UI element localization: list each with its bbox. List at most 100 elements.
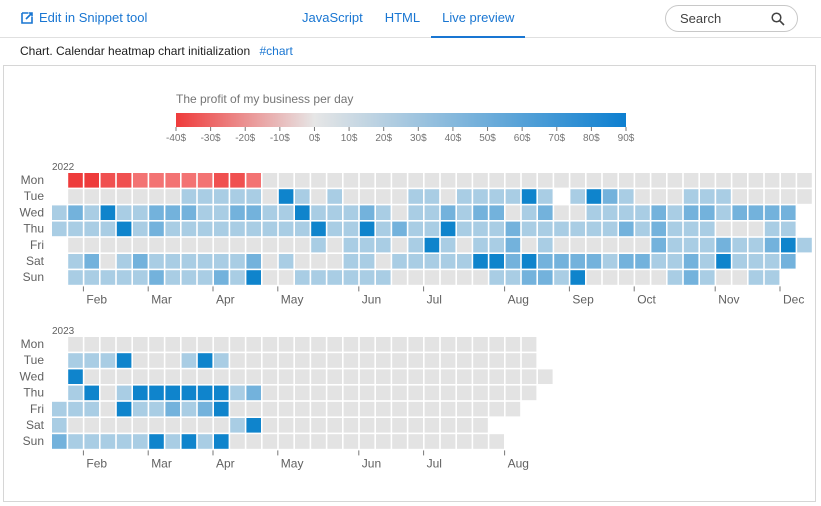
heatmap-cell [197, 353, 213, 368]
heatmap-cell [683, 221, 699, 237]
heatmap-cell [651, 173, 666, 188]
heatmap-cell [100, 221, 116, 237]
heatmap-cell [246, 237, 261, 253]
heatmap-cell [100, 353, 116, 368]
heatmap-cell [262, 221, 278, 237]
heatmap-cell [392, 189, 407, 204]
heatmap-cell [505, 173, 521, 188]
heatmap-cell [700, 189, 715, 204]
heatmap-cell [424, 173, 440, 188]
tab-html[interactable]: HTML [384, 10, 421, 25]
heatmap-cell [133, 270, 148, 285]
heatmap-cell [392, 254, 407, 269]
heatmap-cell [651, 221, 666, 237]
heatmap-cell [149, 189, 164, 204]
heatmap-cell [116, 205, 132, 220]
heatmap-cell [133, 189, 148, 204]
heatmap-cell [311, 418, 326, 433]
heatmap-cell [424, 401, 440, 417]
heatmap-cell [667, 237, 683, 253]
heatmap-cell [181, 385, 197, 401]
search-label: Search [680, 11, 722, 26]
legend-tick-label: 70$ [548, 133, 565, 144]
heatmap-cell [376, 418, 391, 433]
heatmap-cell [521, 337, 537, 352]
heatmap-cell [489, 270, 504, 285]
heatmap-cell [764, 221, 780, 237]
heatmap-cell [327, 237, 342, 253]
heatmap-cell [489, 337, 504, 352]
heatmap-cell [489, 385, 504, 401]
heatmap-cell [262, 270, 278, 285]
heatmap-cell [359, 353, 375, 368]
heatmap-cell [505, 254, 521, 269]
heatmap-cell [457, 270, 472, 285]
heatmap-cell [457, 189, 472, 204]
edit-in-snippet-link[interactable]: Edit in Snippet tool [20, 10, 147, 25]
heatmap-cell [197, 189, 213, 204]
heatmap-cell [100, 270, 116, 285]
heatmap-cell [586, 221, 602, 237]
heatmap-cell [197, 237, 213, 253]
heatmap-cell [521, 270, 537, 285]
heatmap-cell [133, 401, 148, 417]
month-label: Dec [783, 292, 804, 306]
heatmap-cell [214, 221, 229, 237]
heatmap-cell [181, 353, 197, 368]
heatmap-cell [311, 173, 326, 188]
heatmap-cell [554, 205, 569, 220]
heatmap-cell [311, 189, 326, 204]
heatmap-cell [214, 173, 229, 188]
heatmap-cell [278, 337, 294, 352]
heatmap-cell [278, 221, 294, 237]
heatmap-cell [262, 254, 278, 269]
tab-live-preview[interactable]: Live preview [431, 0, 526, 38]
heatmap-cell [278, 434, 294, 449]
heatmap-cell [521, 205, 537, 220]
heatmap-cell [278, 353, 294, 368]
heatmap-cell [295, 221, 310, 237]
heatmap-cell [505, 369, 521, 384]
heatmap-cell [133, 205, 148, 220]
heatmap-cell [343, 418, 359, 433]
heatmap-cell [538, 237, 553, 253]
heatmap-cell [262, 401, 278, 417]
heatmap-cell [165, 270, 180, 285]
heatmap-cell [197, 434, 213, 449]
heatmap-cell [764, 189, 780, 204]
heatmap-cell [489, 401, 504, 417]
heatmap-cell [295, 385, 310, 401]
heatmap-cell [278, 189, 294, 204]
heatmap-cell [667, 254, 683, 269]
heatmap-cell [181, 401, 197, 417]
heatmap-cell [700, 205, 715, 220]
search-icon [771, 11, 785, 26]
snippet-tag-link[interactable]: #chart [259, 44, 293, 58]
heatmap-cell [440, 173, 456, 188]
heatmap-cell [554, 237, 569, 253]
heatmap-cell [84, 237, 99, 253]
legend-tick-label: 10$ [341, 133, 358, 144]
heatmap-cell [327, 221, 342, 237]
heatmap-cell [732, 205, 747, 220]
heatmap-cell [181, 418, 197, 433]
heatmap-cell [214, 254, 229, 269]
heatmap-cell [424, 189, 440, 204]
heatmap-cell [165, 385, 180, 401]
heatmap-cell [489, 254, 504, 269]
heatmap-cell [408, 401, 423, 417]
search-box[interactable]: Search [665, 5, 798, 32]
heatmap-cell [473, 369, 488, 384]
heatmap-cell [165, 401, 180, 417]
heatmap-cell [84, 337, 99, 352]
heatmap-cell [52, 205, 67, 220]
heatmap-cell [570, 270, 585, 285]
heatmap-cell [392, 353, 407, 368]
heatmap-cell [165, 221, 180, 237]
heatmap-cell [230, 369, 245, 384]
heatmap-cell [165, 237, 180, 253]
heatmap-cell [538, 369, 553, 384]
day-label: Mon [21, 173, 44, 187]
tab-javascript[interactable]: JavaScript [302, 10, 363, 25]
year-label: 2022 [52, 162, 75, 173]
